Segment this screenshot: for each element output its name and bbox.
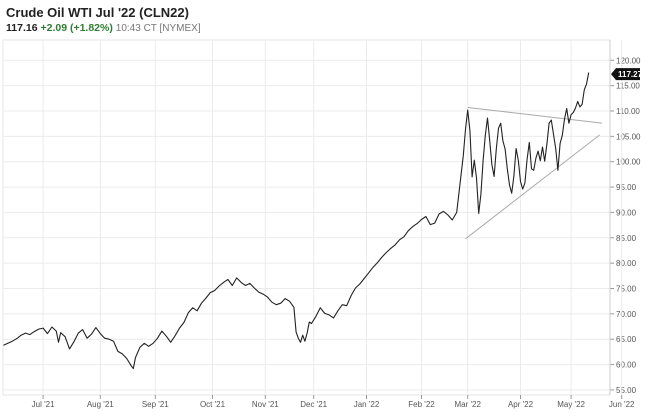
y-tick-label: 70.00 xyxy=(616,310,637,319)
y-tick-label: 95.00 xyxy=(616,183,637,192)
y-tick-label: 85.00 xyxy=(616,234,637,243)
y-tick-label: 105.00 xyxy=(616,132,641,141)
plot-frame xyxy=(2,39,611,396)
y-tick-label: 90.00 xyxy=(616,208,637,217)
y-tick-label: 80.00 xyxy=(616,259,637,268)
y-tick-label: 75.00 xyxy=(616,285,637,294)
x-tick-label: Feb '22 xyxy=(408,400,435,409)
y-tick-label: 120.00 xyxy=(616,56,641,65)
quote-timestamp: 10:43 CT [NYMEX] xyxy=(115,23,201,34)
chart-title: Crude Oil WTI Jul '22 (CLN22) xyxy=(6,5,189,20)
y-tick-label: 100.00 xyxy=(616,158,641,167)
y-tick-label: 110.00 xyxy=(616,107,640,116)
trendline xyxy=(467,106,602,124)
trendline xyxy=(465,134,601,240)
x-tick-label: Apr '22 xyxy=(508,400,534,409)
x-tick-label: Jun '22 xyxy=(609,400,635,409)
x-tick-label: Nov '21 xyxy=(252,400,279,409)
y-tick-label: 55.00 xyxy=(616,386,637,395)
x-tick-label: Jul '21 xyxy=(32,400,55,409)
x-tick-label: Oct '21 xyxy=(200,400,226,409)
x-tick-label: Sep '21 xyxy=(142,400,169,409)
x-tick-label: Aug '21 xyxy=(87,400,114,409)
y-tick-label: 60.00 xyxy=(616,361,637,370)
x-tick-label: Dec '21 xyxy=(300,400,327,409)
last-price-badge xyxy=(611,68,640,81)
last-price-badge-label: 117.27 xyxy=(618,70,643,79)
last-price: 117.16 xyxy=(6,22,38,34)
y-tick-label: 65.00 xyxy=(616,335,637,344)
x-tick-label: May '22 xyxy=(557,400,585,409)
x-tick-label: Jan '22 xyxy=(354,400,380,409)
quote-line: 117.16 +2.09 (+1.82%) 10:43 CT [NYMEX] xyxy=(6,21,201,36)
y-tick-label: 115.00 xyxy=(616,82,640,91)
x-tick-label: Mar '22 xyxy=(454,400,481,409)
price-change: +2.09 (+1.82%) xyxy=(40,22,113,34)
chart-header: Crude Oil WTI Jul '22 (CLN22) 117.16 +2.… xyxy=(6,5,201,36)
price-series-line xyxy=(3,72,590,370)
